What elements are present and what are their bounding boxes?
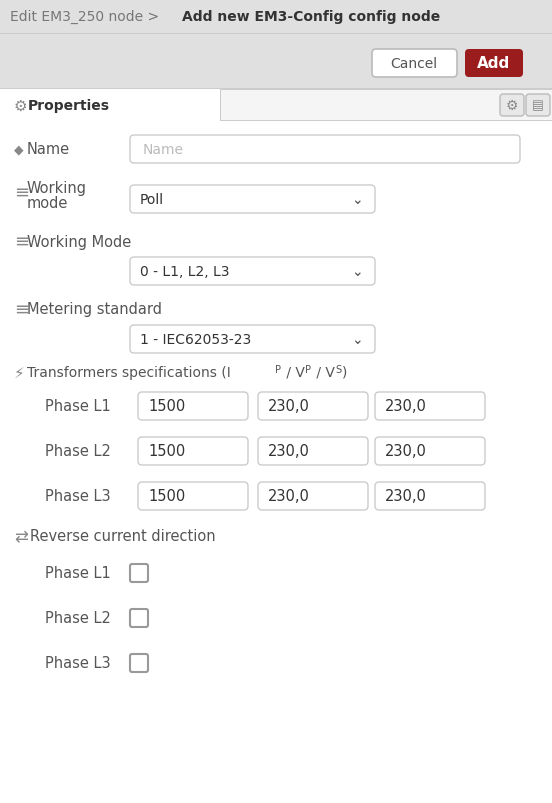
Text: Reverse current direction: Reverse current direction bbox=[30, 529, 216, 544]
Bar bbox=[0, 90, 220, 122]
Bar bbox=[0, 90, 552, 91]
Text: ⚙: ⚙ bbox=[14, 99, 28, 113]
Text: Cancel: Cancel bbox=[390, 57, 438, 71]
Text: / V: / V bbox=[312, 365, 335, 380]
Text: 1500: 1500 bbox=[148, 489, 185, 503]
Text: Poll: Poll bbox=[140, 193, 164, 206]
Bar bbox=[0, 35, 552, 90]
Text: 1500: 1500 bbox=[148, 444, 185, 459]
Text: ≡: ≡ bbox=[14, 300, 29, 319]
FancyBboxPatch shape bbox=[130, 185, 375, 214]
FancyBboxPatch shape bbox=[130, 258, 375, 286]
Text: 230,0: 230,0 bbox=[268, 489, 310, 503]
Text: ≡: ≡ bbox=[14, 233, 29, 251]
Text: Working: Working bbox=[27, 181, 87, 195]
Text: Phase L1: Phase L1 bbox=[45, 399, 111, 414]
Text: 0 - L1, L2, L3: 0 - L1, L2, L3 bbox=[140, 265, 230, 279]
Bar bbox=[0, 34, 552, 35]
Text: 230,0: 230,0 bbox=[268, 399, 310, 414]
FancyBboxPatch shape bbox=[138, 438, 248, 466]
FancyBboxPatch shape bbox=[526, 95, 550, 117]
Bar bbox=[0, 90, 552, 122]
Text: P: P bbox=[305, 365, 311, 374]
Text: ): ) bbox=[342, 365, 347, 380]
Text: Phase L3: Phase L3 bbox=[45, 489, 110, 503]
FancyBboxPatch shape bbox=[138, 483, 248, 511]
Text: ⌄: ⌄ bbox=[352, 332, 363, 347]
Bar bbox=[220, 90, 221, 122]
FancyBboxPatch shape bbox=[258, 438, 368, 466]
Bar bbox=[0, 120, 552, 122]
Text: ⌄: ⌄ bbox=[352, 265, 363, 279]
FancyBboxPatch shape bbox=[375, 393, 485, 421]
FancyBboxPatch shape bbox=[130, 325, 375, 353]
Text: ⇄: ⇄ bbox=[14, 528, 28, 545]
Text: S: S bbox=[335, 365, 341, 374]
FancyBboxPatch shape bbox=[130, 654, 148, 672]
Bar bbox=[0, 122, 552, 803]
Text: mode: mode bbox=[27, 196, 68, 211]
FancyBboxPatch shape bbox=[130, 136, 520, 164]
Text: 230,0: 230,0 bbox=[385, 399, 427, 414]
Text: Edit EM3_250 node >: Edit EM3_250 node > bbox=[10, 10, 163, 24]
Text: / V: / V bbox=[282, 365, 305, 380]
FancyBboxPatch shape bbox=[500, 95, 524, 117]
Text: Add new EM3-Config config node: Add new EM3-Config config node bbox=[182, 10, 440, 24]
Text: Properties: Properties bbox=[28, 99, 110, 113]
FancyBboxPatch shape bbox=[258, 393, 368, 421]
Text: ⌄: ⌄ bbox=[352, 193, 363, 206]
Text: Name: Name bbox=[143, 143, 184, 157]
Text: Name: Name bbox=[27, 142, 70, 157]
Text: ▤: ▤ bbox=[532, 100, 544, 112]
Text: Add: Add bbox=[477, 56, 511, 71]
Text: Phase L1: Phase L1 bbox=[45, 566, 111, 581]
FancyBboxPatch shape bbox=[130, 565, 148, 582]
Text: ⚙: ⚙ bbox=[506, 99, 518, 113]
Text: 230,0: 230,0 bbox=[268, 444, 310, 459]
Text: 230,0: 230,0 bbox=[385, 444, 427, 459]
FancyBboxPatch shape bbox=[258, 483, 368, 511]
Text: Phase L2: Phase L2 bbox=[45, 444, 111, 459]
Text: Transformers specifications (I: Transformers specifications (I bbox=[27, 365, 231, 380]
Text: ≡: ≡ bbox=[14, 184, 29, 202]
Bar bbox=[0, 0, 552, 35]
FancyBboxPatch shape bbox=[465, 50, 523, 78]
FancyBboxPatch shape bbox=[375, 438, 485, 466]
Text: 1 - IEC62053-23: 1 - IEC62053-23 bbox=[140, 332, 251, 347]
Text: ◆: ◆ bbox=[14, 143, 24, 157]
Text: Working Mode: Working Mode bbox=[27, 234, 131, 249]
Text: Phase L2: Phase L2 bbox=[45, 611, 111, 626]
Text: ⚡: ⚡ bbox=[14, 365, 25, 380]
FancyBboxPatch shape bbox=[372, 50, 457, 78]
Text: 230,0: 230,0 bbox=[385, 489, 427, 503]
Text: Metering standard: Metering standard bbox=[27, 302, 162, 317]
FancyBboxPatch shape bbox=[138, 393, 248, 421]
Text: 1500: 1500 bbox=[148, 399, 185, 414]
FancyBboxPatch shape bbox=[130, 609, 148, 627]
Text: Phase L3: Phase L3 bbox=[45, 656, 110, 671]
Bar bbox=[0, 89, 552, 90]
Text: P: P bbox=[275, 365, 281, 374]
FancyBboxPatch shape bbox=[375, 483, 485, 511]
